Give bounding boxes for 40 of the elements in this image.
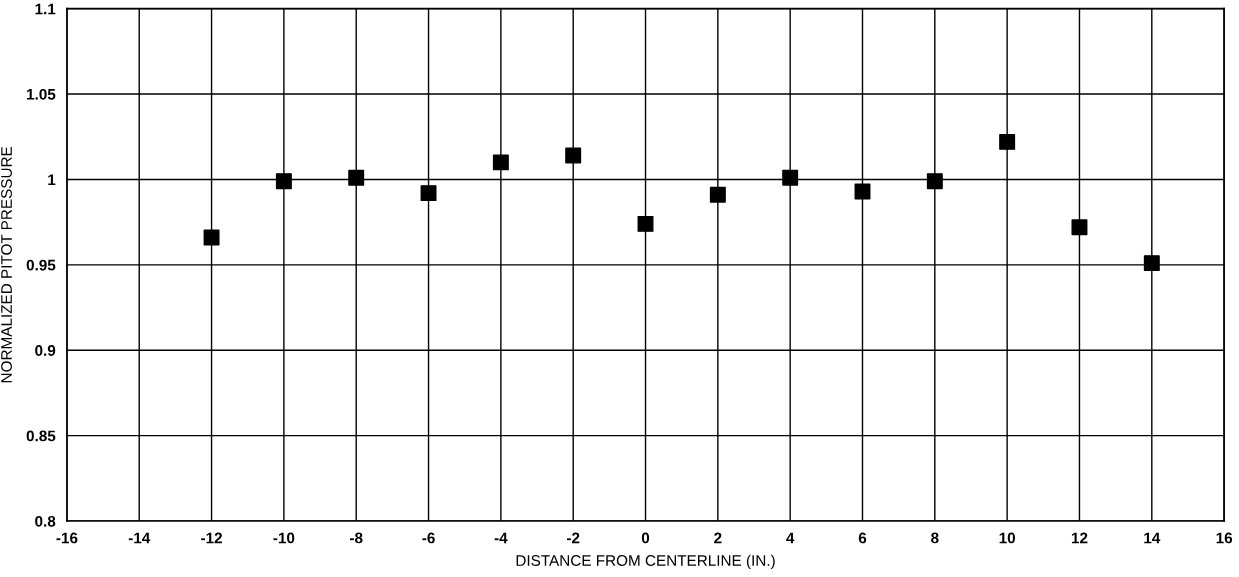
point [275,173,292,190]
x-tick-label: 16 [1216,532,1233,544]
point [999,133,1016,150]
x-tick-label: -16 [56,532,78,544]
x-tick-label: 8 [931,532,939,544]
x-tick-label: -14 [128,532,151,544]
point [492,154,509,171]
point [203,229,220,246]
x-tick-label: -12 [201,532,222,544]
x-tick-label: 14 [1144,532,1161,544]
y-tick-label: 1 [48,174,56,185]
point [1143,255,1160,272]
x-tick-label: 6 [858,532,867,544]
y-tick-label: 1.05 [27,88,56,100]
x-tick-label: 10 [999,532,1016,544]
x-tick-label: -6 [422,532,435,544]
x-tick-label: 4 [786,532,795,544]
x-tick-label: -2 [567,532,580,544]
x-tick-label: -8 [350,532,363,544]
x-tick-label: 12 [1071,532,1088,544]
x-tick-label: 0 [641,532,650,544]
point [348,169,365,186]
point [637,215,654,232]
point [854,183,871,200]
point [709,186,726,203]
y-tick-label: 0.9 [35,345,56,356]
y-tick-label: 1.1 [35,3,56,15]
point [926,173,943,190]
point [1071,219,1088,236]
x-tick-label: -4 [494,532,508,544]
y-tick-label: 0.85 [26,430,56,442]
point [782,169,799,186]
y-axis-title: NORMALIZED PITOT PRESSURE [1,146,12,383]
y-tick-label: 0.8 [35,515,56,527]
y-tick-label: 0.95 [26,259,56,271]
point [565,147,582,164]
x-tick-label: 2 [714,532,722,544]
x-tick-label: -10 [273,532,295,544]
point [420,185,437,202]
x-axis-title: DISTANCE FROM CENTERLINE (IN.) [516,554,775,569]
